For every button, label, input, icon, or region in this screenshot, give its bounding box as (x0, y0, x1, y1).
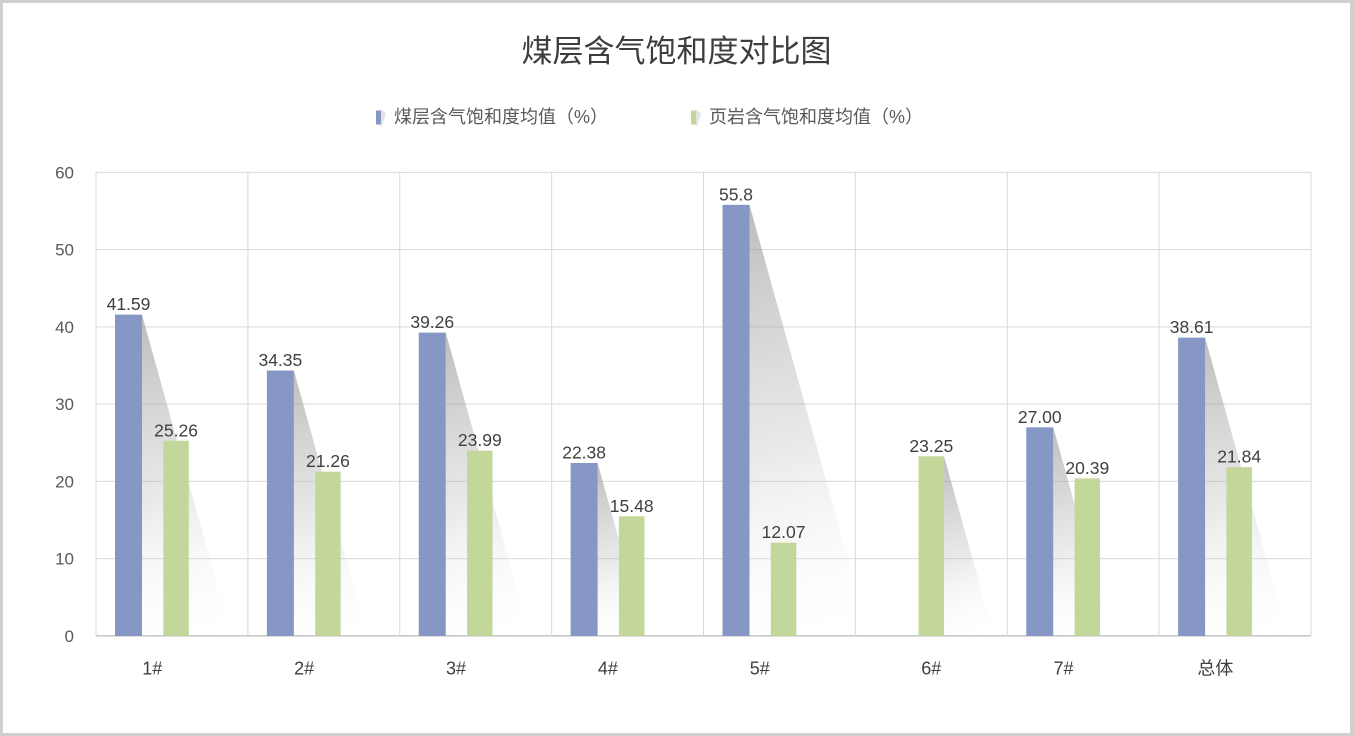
svg-text:21.26: 21.26 (306, 451, 350, 471)
svg-text:50: 50 (55, 241, 74, 260)
svg-text:0: 0 (65, 627, 74, 646)
svg-text:20: 20 (55, 472, 74, 491)
svg-text:15.48: 15.48 (610, 496, 654, 516)
svg-text:25.26: 25.26 (154, 420, 198, 440)
svg-text:1#: 1# (142, 659, 162, 679)
svg-text:23.99: 23.99 (458, 430, 502, 450)
svg-text:20.39: 20.39 (1065, 458, 1109, 478)
svg-text:21.84: 21.84 (1217, 447, 1261, 467)
svg-text:39.26: 39.26 (410, 312, 454, 332)
svg-text:总体: 总体 (1197, 659, 1233, 679)
svg-text:5#: 5# (750, 659, 770, 679)
svg-text:55.8: 55.8 (719, 184, 753, 204)
svg-text:30: 30 (55, 395, 74, 414)
svg-text:10: 10 (55, 550, 74, 569)
svg-text:7#: 7# (1054, 659, 1074, 679)
svg-text:40: 40 (55, 318, 74, 337)
svg-text:38.61: 38.61 (1170, 317, 1214, 337)
svg-text:3#: 3# (446, 659, 466, 679)
svg-text:6#: 6# (921, 659, 941, 679)
svg-text:2#: 2# (294, 659, 314, 679)
svg-text:41.59: 41.59 (107, 294, 151, 314)
svg-text:60: 60 (55, 163, 74, 182)
svg-text:12.07: 12.07 (762, 522, 806, 542)
svg-text:22.38: 22.38 (562, 443, 606, 463)
svg-text:27.00: 27.00 (1018, 407, 1062, 427)
svg-text:34.35: 34.35 (258, 350, 302, 370)
svg-text:23.25: 23.25 (909, 436, 953, 456)
svg-text:4#: 4# (598, 659, 618, 679)
